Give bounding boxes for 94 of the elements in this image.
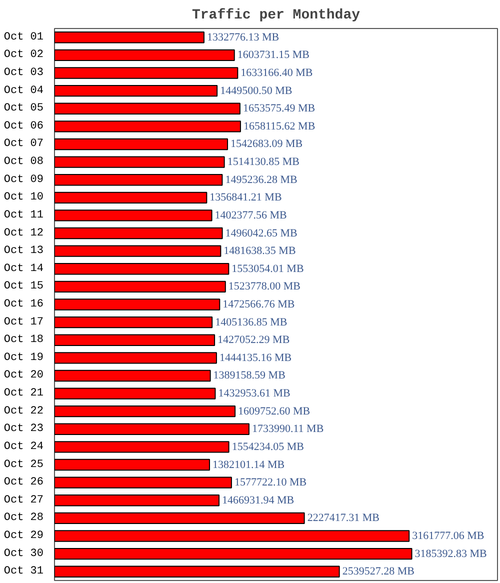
bar bbox=[54, 32, 204, 44]
data-label: 1514130.85 MB bbox=[227, 156, 300, 168]
data-label: 1609752.60 MB bbox=[238, 405, 310, 418]
y-tick-label: Oct 22 bbox=[4, 405, 44, 418]
bar bbox=[54, 227, 223, 240]
y-tick-label: Oct 19 bbox=[4, 352, 44, 364]
data-label: 1653575.49 MB bbox=[242, 102, 316, 115]
data-label: 3185392.83 MB bbox=[414, 548, 487, 560]
bar bbox=[54, 530, 410, 542]
data-label: 1356841.21 MB bbox=[210, 192, 282, 204]
y-tick-label: Oct 20 bbox=[4, 370, 44, 382]
data-label: 1389158.59 MB bbox=[213, 370, 286, 382]
y-tick-label: Oct 13 bbox=[4, 245, 44, 258]
bar bbox=[54, 494, 220, 506]
y-tick-label: Oct 21 bbox=[4, 388, 44, 400]
bar bbox=[54, 566, 340, 578]
bar bbox=[54, 49, 235, 62]
y-tick-label: Oct 09 bbox=[4, 174, 44, 186]
data-label: 1427052.29 MB bbox=[218, 334, 290, 346]
bar bbox=[54, 548, 412, 560]
bar bbox=[54, 334, 216, 346]
y-tick-label: Oct 31 bbox=[4, 566, 44, 578]
bar bbox=[54, 120, 241, 132]
bar bbox=[54, 174, 223, 186]
bar bbox=[54, 84, 218, 97]
data-label: 1382101.14 MB bbox=[212, 458, 285, 471]
y-tick-label: Oct 07 bbox=[4, 138, 44, 150]
y-tick-label: Oct 04 bbox=[4, 84, 44, 97]
y-tick-label: Oct 03 bbox=[4, 67, 44, 80]
bar bbox=[54, 512, 305, 524]
bar bbox=[54, 423, 250, 435]
y-tick-label: Oct 02 bbox=[4, 49, 44, 62]
y-tick-label: Oct 30 bbox=[4, 548, 44, 560]
y-tick-label: Oct 27 bbox=[4, 494, 44, 506]
y-tick-label: Oct 05 bbox=[4, 102, 44, 115]
y-tick-label: Oct 25 bbox=[4, 458, 44, 471]
data-label: 1658115.62 MB bbox=[243, 120, 316, 132]
y-tick-label: Oct 24 bbox=[4, 440, 44, 453]
data-label: 1402377.56 MB bbox=[214, 209, 287, 222]
bar bbox=[54, 316, 213, 328]
bar bbox=[54, 280, 226, 293]
bar bbox=[54, 102, 240, 114]
data-label: 2539527.28 MB bbox=[342, 566, 414, 578]
y-tick-label: Oct 06 bbox=[4, 120, 44, 132]
y-tick-label: Oct 18 bbox=[4, 334, 44, 346]
data-label: 1633166.40 MB bbox=[240, 67, 313, 80]
data-label: 1733990.11 MB bbox=[252, 423, 324, 436]
data-label: 1496042.65 MB bbox=[225, 227, 298, 240]
y-tick-label: Oct 28 bbox=[4, 512, 44, 524]
data-label: 1603731.15 MB bbox=[237, 49, 310, 62]
chart-title: Traffic per Monthday bbox=[192, 8, 361, 24]
bar bbox=[54, 192, 208, 204]
data-label: 1577722.10 MB bbox=[234, 476, 307, 489]
bar bbox=[54, 67, 238, 79]
y-tick-label: Oct 08 bbox=[4, 156, 44, 168]
data-label: 1332776.13 MB bbox=[206, 31, 280, 44]
data-label: 1432953.61 MB bbox=[218, 388, 290, 400]
y-tick-label: Oct 17 bbox=[4, 316, 44, 328]
data-label: 1523778.00 MB bbox=[228, 280, 301, 293]
data-label: 1553054.01 MB bbox=[232, 262, 304, 275]
bar bbox=[54, 138, 228, 150]
data-label: 1542683.09 MB bbox=[230, 138, 303, 150]
y-tick-label: Oct 11 bbox=[4, 209, 44, 222]
data-label: 1449500.50 MB bbox=[220, 84, 292, 97]
y-tick-label: Oct 01 bbox=[4, 31, 44, 44]
y-tick-label: Oct 16 bbox=[4, 298, 44, 310]
y-tick-label: Oct 15 bbox=[4, 280, 44, 293]
data-label: 1495236.28 MB bbox=[225, 174, 298, 186]
bar bbox=[54, 245, 222, 257]
bar bbox=[54, 352, 217, 364]
data-label: 1481638.35 MB bbox=[224, 245, 296, 258]
data-label: 1554234.05 MB bbox=[232, 440, 304, 453]
y-tick-label: Oct 23 bbox=[4, 423, 44, 436]
bar bbox=[54, 405, 236, 418]
bar bbox=[54, 210, 212, 222]
bar bbox=[54, 458, 210, 471]
bar bbox=[54, 263, 230, 275]
y-tick-label: Oct 14 bbox=[4, 262, 44, 275]
data-label: 1444135.16 MB bbox=[219, 352, 292, 364]
y-tick-label: Oct 12 bbox=[4, 227, 44, 240]
bar bbox=[54, 476, 232, 488]
y-tick-label: Oct 10 bbox=[4, 192, 44, 204]
data-label: 3161777.06 MB bbox=[412, 530, 484, 542]
bar bbox=[54, 441, 230, 453]
data-label: 1466931.94 MB bbox=[222, 494, 294, 506]
bar bbox=[54, 298, 220, 310]
y-tick-label: Oct 26 bbox=[4, 476, 44, 489]
data-label: 1472566.76 MB bbox=[222, 298, 295, 310]
data-label: 2227417.31 MB bbox=[307, 512, 380, 524]
y-tick-label: Oct 29 bbox=[4, 530, 44, 542]
bar bbox=[54, 156, 225, 168]
data-label: 1405136.85 MB bbox=[215, 316, 288, 328]
bar bbox=[54, 388, 216, 400]
bar bbox=[54, 370, 211, 382]
